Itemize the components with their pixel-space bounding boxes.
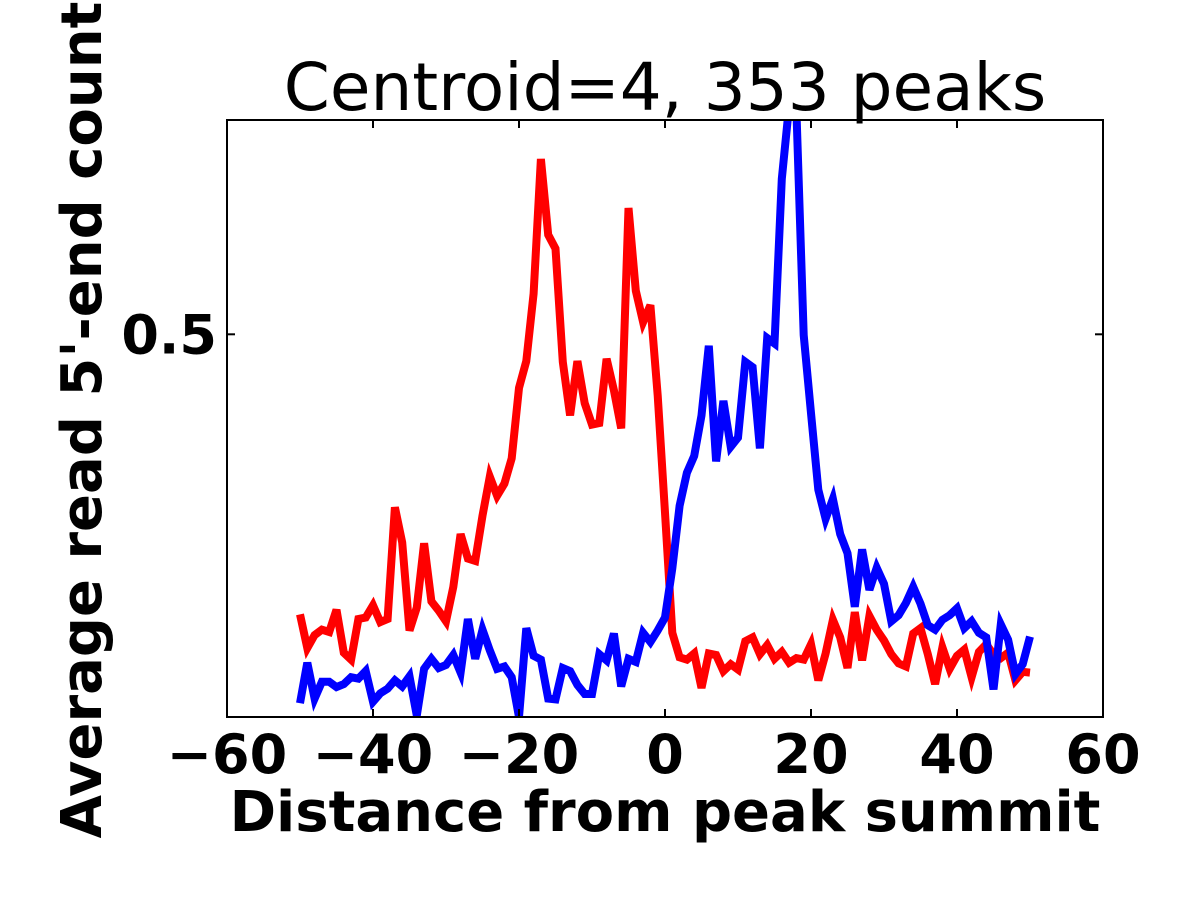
- series-layer: [296, 120, 1034, 717]
- x-axis-label: Distance from peak summit: [230, 780, 1101, 845]
- x-tick-label: 20: [773, 723, 848, 786]
- y-tick-label: 0.5: [121, 303, 217, 366]
- x-tick-label: −20: [459, 723, 579, 786]
- x-tick-label: 60: [1065, 723, 1140, 786]
- series-line-1: [296, 158, 1031, 693]
- x-tick-label: 40: [919, 723, 994, 786]
- chart-title: Centroid=4, 353 peaks: [284, 49, 1046, 126]
- x-tick-label: −40: [313, 723, 433, 786]
- series-line-2: [296, 120, 1034, 717]
- ticks-layer: −60 −40 −20 0 20 40 60 0.5: [121, 120, 1141, 786]
- plot-frame: [226, 119, 1104, 718]
- x-tick-label: 0: [646, 723, 684, 786]
- y-axis-label: Average read 5'-end count: [50, 2, 115, 839]
- x-tick-label: −60: [167, 723, 287, 786]
